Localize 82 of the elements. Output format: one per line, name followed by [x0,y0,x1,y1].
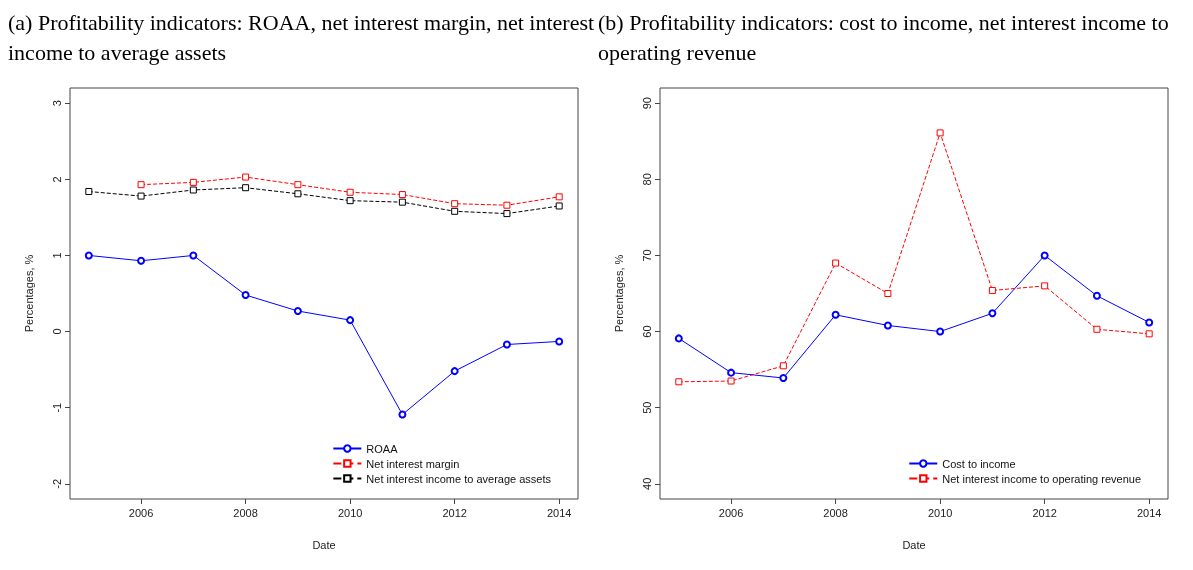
chart-title: (b) Profitability indicators: cost to income, net interest income to operating revenue [598,9,1170,67]
point [1093,325,1101,333]
chart-title: (a) Profitability indicators: ROAA, net interest margin, net interest income to average assets [8,9,596,67]
x-tick-label: 2012 [1032,506,1057,519]
point [1145,330,1153,338]
x-tick-label: 2010 [927,506,953,519]
point [451,200,459,208]
point [831,310,840,319]
point [555,193,563,201]
point [346,316,355,325]
point [503,201,511,209]
y-tick-label: 80 [640,173,653,186]
x-axis-title: Date [902,538,926,551]
x-tick-label: 2010 [337,506,363,519]
point [727,368,736,377]
point [1145,318,1154,327]
point [555,202,563,210]
point [294,181,302,189]
point [936,129,944,137]
y-axis-title: Percentages, % [22,254,35,333]
point [1040,251,1049,260]
point [137,181,145,189]
point [242,184,250,192]
point [346,188,354,196]
point [398,198,406,206]
x-tick-label: 2008 [233,506,258,519]
point [137,256,146,265]
point [502,340,511,349]
y-tick-label: 0 [50,328,63,335]
y-tick-label: -2 [50,478,63,489]
point [294,190,302,198]
point [189,251,198,260]
y-tick-label: 90 [640,97,653,110]
point [883,321,892,330]
point [727,377,735,385]
y-tick-label: 3 [50,100,63,107]
point [451,207,459,215]
point [674,334,683,343]
y-tick-label: 60 [640,325,653,338]
legend-label: Cost to income [942,457,1016,470]
point [832,259,840,267]
point [398,410,407,419]
point [189,186,197,194]
x-tick-label: 2014 [1136,506,1162,519]
point [503,210,511,218]
legend-label: Net interest income to average assets [366,472,552,485]
point [85,188,93,196]
point [936,327,945,336]
point [988,309,997,318]
point [1092,291,1101,300]
y-tick-label: 70 [640,249,653,262]
point [137,192,145,200]
y-tick-label: 40 [640,477,653,490]
x-tick-label: 2006 [128,506,154,519]
point [241,291,250,300]
x-tick-label: 2014 [546,506,572,519]
point [189,178,197,186]
point [884,290,892,297]
x-axis-title: Date [312,538,336,551]
y-axis-title: Percentages, % [612,254,625,333]
y-tick-label: 1 [50,252,63,259]
point [398,191,406,199]
legend-label: Net interest margin [366,457,460,470]
point [779,373,788,382]
point [555,337,564,346]
point [675,378,683,386]
x-tick-label: 2008 [823,506,848,519]
y-tick-label: -1 [50,402,63,413]
y-tick-label: 50 [640,401,653,414]
y-tick-label: 2 [50,176,63,183]
point [293,307,302,315]
point [1041,282,1049,290]
legend-label: ROAA [366,442,399,455]
point [84,251,93,260]
legend-label: Net interest income to operating revenue [942,472,1142,485]
point [988,286,996,294]
point [242,173,250,181]
point [346,197,354,205]
x-tick-label: 2012 [442,506,467,519]
x-tick-label: 2006 [718,506,744,519]
point [450,367,459,376]
point [779,362,787,370]
